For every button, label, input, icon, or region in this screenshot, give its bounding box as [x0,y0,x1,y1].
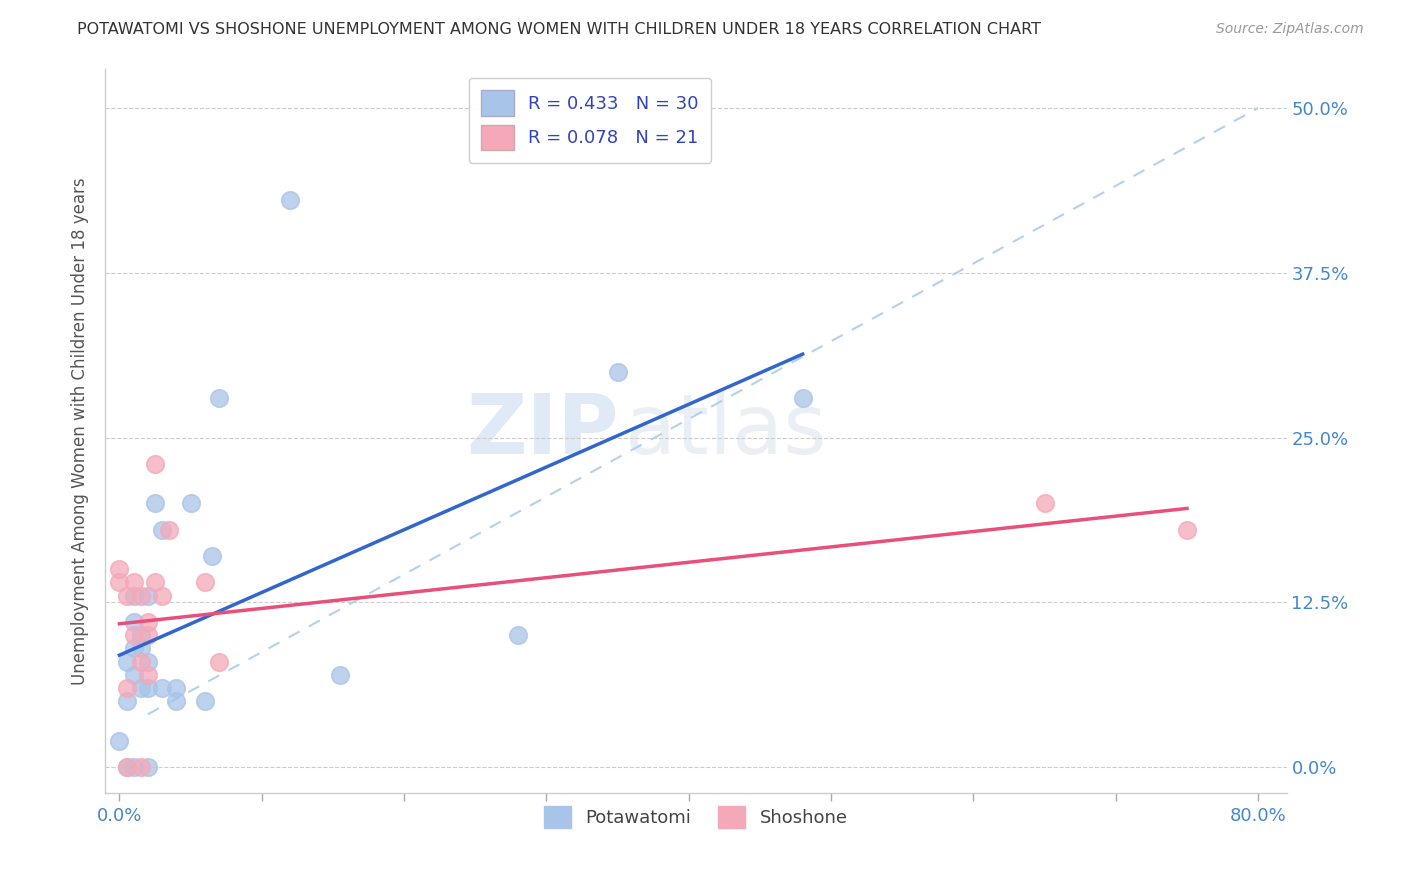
Point [194,575,217,590]
Point [129,655,152,669]
Point [136,681,159,695]
Point [208,391,231,405]
Point [136,615,159,629]
Point [129,760,152,774]
Point [157,523,180,537]
Point [115,760,138,774]
Point [792,391,814,405]
Legend: Potawatomi, Shoshone: Potawatomi, Shoshone [537,798,855,835]
Y-axis label: Unemployment Among Women with Children Under 18 years: Unemployment Among Women with Children U… [72,178,89,685]
Point [115,655,138,669]
Point [329,667,352,681]
Point [165,681,187,695]
Point [165,694,187,708]
Text: atlas: atlas [626,391,827,472]
Point [115,681,138,695]
Point [136,667,159,681]
Point [180,496,202,510]
Point [122,667,145,681]
Point [108,575,131,590]
Point [136,760,159,774]
Point [143,496,166,510]
Point [136,655,159,669]
Point [606,365,628,379]
Point [150,589,173,603]
Point [143,457,166,471]
Text: ZIP: ZIP [467,391,619,472]
Point [115,589,138,603]
Point [129,628,152,642]
Point [506,628,529,642]
Point [143,575,166,590]
Point [122,641,145,656]
Point [115,694,138,708]
Point [122,589,145,603]
Point [1175,523,1198,537]
Point [122,760,145,774]
Point [108,733,131,747]
Point [108,562,131,576]
Point [1033,496,1056,510]
Point [201,549,224,563]
Point [115,760,138,774]
Point [129,589,152,603]
Point [122,615,145,629]
Point [208,655,231,669]
Point [122,628,145,642]
Point [136,628,159,642]
Point [278,194,301,208]
Point [129,681,152,695]
Point [150,523,173,537]
Point [150,681,173,695]
Point [129,641,152,656]
Point [194,694,217,708]
Text: Source: ZipAtlas.com: Source: ZipAtlas.com [1216,22,1364,37]
Text: POTAWATOMI VS SHOSHONE UNEMPLOYMENT AMONG WOMEN WITH CHILDREN UNDER 18 YEARS COR: POTAWATOMI VS SHOSHONE UNEMPLOYMENT AMON… [77,22,1042,37]
Point [136,589,159,603]
Point [122,575,145,590]
